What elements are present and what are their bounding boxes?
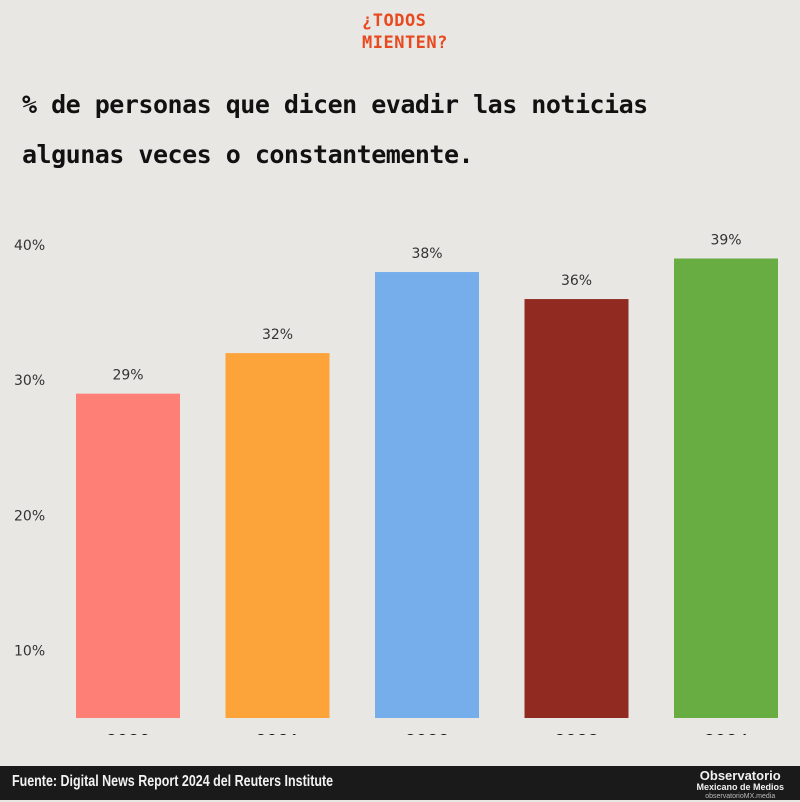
bar: [524, 299, 629, 718]
data-label: 39%: [710, 233, 741, 249]
x-tick-label: 2022: [405, 731, 450, 735]
brand-logo: ¿TODOS MIENTEN?: [362, 10, 448, 54]
x-tick-label: 2024: [704, 731, 749, 735]
brand-name: Observatorio: [699, 768, 781, 783]
chart-title: % de personas que dicen evadir las notic…: [22, 90, 648, 169]
bar-chart: 10% 20% 30% 40% 29% 2020 32% 2021 38% 2022 36% 2023…: [14, 233, 778, 735]
logo-line-1: ¿TODOS: [362, 11, 427, 31]
data-label: 36%: [561, 273, 592, 289]
brand-subtitle: Mexicano de Medios: [696, 782, 784, 792]
y-tick-label: 20%: [14, 508, 45, 524]
logo-line-2: MIENTEN?: [362, 33, 448, 53]
data-label: 29%: [112, 368, 143, 384]
bar: [375, 272, 479, 718]
data-label: 38%: [411, 246, 442, 262]
data-label: 32%: [262, 327, 293, 343]
footer-bar: Fuente: Digital News Report 2024 del Reu…: [0, 766, 800, 800]
source-text: Fuente: Digital News Report 2024 del Reu…: [12, 773, 334, 790]
y-tick-label: 30%: [14, 373, 45, 389]
x-tick-label: 2023: [554, 731, 599, 735]
bar: [225, 353, 330, 718]
bar: [674, 258, 778, 718]
brand-url: observatorioMX.media: [705, 793, 776, 800]
y-tick-label: 40%: [14, 238, 45, 254]
brand-footer-logo: Observatorio Mexicano de Medios observat…: [696, 769, 784, 802]
x-tick-label: 2020: [106, 731, 151, 735]
y-tick-label: 10%: [14, 643, 45, 659]
bar: [76, 393, 180, 718]
x-tick-label: 2021: [255, 731, 300, 735]
